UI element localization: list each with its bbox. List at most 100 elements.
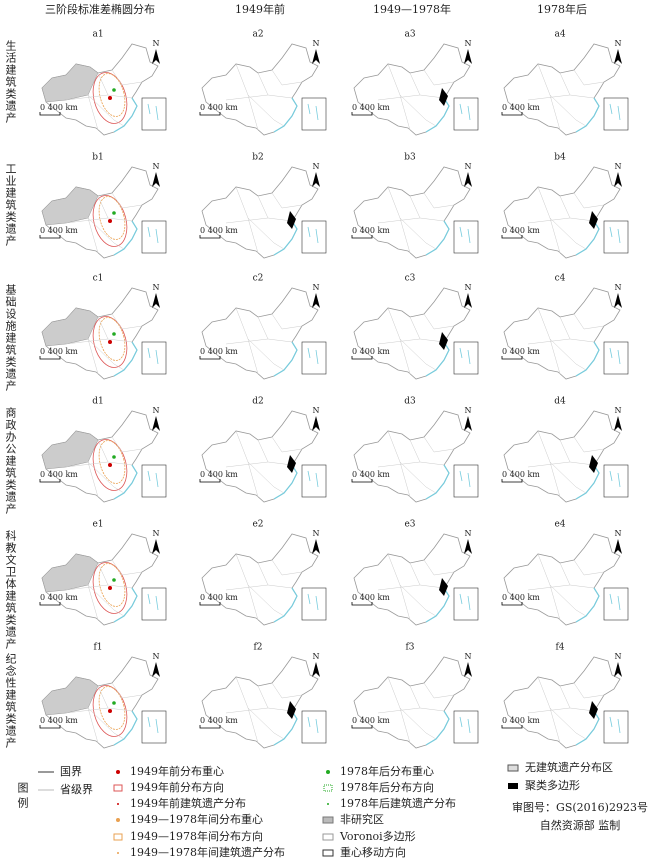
coast	[425, 220, 450, 256]
coast	[575, 710, 600, 746]
province-border	[549, 461, 587, 494]
scale-bar	[351, 235, 373, 239]
province-border	[111, 313, 143, 330]
province-border	[549, 217, 587, 250]
legend-symbol	[323, 784, 333, 792]
map: N 0 400 km	[501, 39, 629, 136]
map-panel: f4 N 0 400 km	[501, 643, 629, 749]
legend-label: 1949年前分布重心	[130, 764, 224, 778]
legend-label: 1949年前建筑遗产分布	[130, 796, 246, 810]
north-label: N	[465, 652, 472, 661]
country-outline	[201, 43, 319, 136]
panel-label: a2	[252, 30, 263, 40]
inset-islands	[609, 103, 621, 121]
province-border	[423, 69, 455, 86]
coast	[273, 341, 298, 377]
scale-label: 0 400 km	[352, 716, 390, 725]
non-study-area	[41, 186, 99, 226]
scale-bar	[39, 356, 61, 360]
inset	[603, 341, 629, 375]
cluster-polygon	[287, 455, 296, 473]
legend-label: 聚类多边形	[525, 778, 580, 792]
province-border	[87, 94, 125, 127]
north-arrow	[312, 172, 320, 187]
country-outline	[353, 656, 471, 749]
centroid	[108, 96, 112, 100]
north-arrow	[152, 416, 160, 431]
province-border	[271, 682, 303, 699]
centroid	[112, 211, 116, 215]
scale-label: 0 400 km	[40, 103, 78, 112]
panel-label: a3	[404, 30, 415, 40]
cluster-polygon	[589, 701, 598, 719]
scale-label: 0 400 km	[352, 347, 390, 356]
scale-label: 0 400 km	[352, 593, 390, 602]
country-outline	[353, 287, 471, 380]
scale-label: 0 400 km	[40, 593, 78, 602]
north-arrow	[614, 293, 622, 308]
coast	[425, 97, 450, 133]
map-panel: a4 N 0 400 km	[501, 30, 629, 136]
country-outline	[201, 656, 319, 749]
panel-label: d2	[252, 397, 264, 407]
panel-label: f3	[405, 643, 414, 653]
map: N 0 400 km	[199, 529, 327, 626]
province-border	[399, 217, 437, 250]
province-border	[111, 192, 143, 209]
province-border	[527, 584, 571, 591]
north-label: N	[615, 39, 622, 48]
map: N 0 400 km	[199, 39, 327, 136]
row-label: 基础设施建筑类遗产	[4, 284, 17, 392]
scale-bar	[39, 235, 61, 239]
inset	[301, 464, 327, 498]
province-border	[65, 338, 109, 345]
map: N 0 400 km	[39, 406, 167, 503]
north-label: N	[313, 529, 320, 538]
north-arrow	[152, 662, 160, 677]
north-arrow	[152, 293, 160, 308]
scale-bar	[39, 479, 61, 483]
ellipse	[98, 563, 126, 607]
north-arrow	[312, 416, 320, 431]
column-header: 1949年前	[235, 2, 285, 16]
scale-bar	[199, 356, 221, 360]
legend-label: 非研究区	[340, 812, 384, 826]
province-border	[271, 192, 303, 209]
coast	[425, 464, 450, 500]
scale-label: 0 400 km	[40, 347, 78, 356]
province-border	[225, 461, 269, 468]
inset-islands	[307, 347, 319, 365]
north-arrow	[152, 49, 160, 64]
inset	[453, 710, 479, 744]
province-border	[271, 69, 303, 86]
map: N 0 400 km	[501, 529, 629, 626]
legend-symbol	[113, 833, 123, 841]
province-border	[111, 69, 143, 86]
province-border	[225, 94, 269, 101]
province-border	[247, 217, 285, 250]
province-border	[549, 584, 587, 617]
province-border	[399, 707, 437, 740]
coast	[113, 97, 138, 133]
country-outline	[201, 166, 319, 259]
country-outline	[353, 166, 471, 259]
country-outline	[503, 410, 621, 503]
map-authority: 自然资源部 监制	[540, 818, 621, 832]
inset	[603, 587, 629, 621]
inset-islands	[147, 226, 159, 244]
scale-bar	[199, 235, 221, 239]
panel-label: a4	[554, 30, 565, 40]
cluster-polygon	[439, 578, 448, 596]
column-header: 1949—1978年	[373, 2, 451, 16]
scale-bar	[501, 479, 523, 483]
north-label: N	[313, 283, 320, 292]
inset	[453, 97, 479, 131]
scale-bar	[351, 725, 373, 729]
map-panel: d4 N 0 400 km	[501, 397, 629, 503]
scale-bar	[351, 479, 373, 483]
map: N 0 400 km	[39, 283, 167, 380]
legend-label: 1949—1978年间分布方向	[130, 829, 263, 843]
inset	[301, 341, 327, 375]
scale-label: 0 400 km	[502, 103, 540, 112]
inset-islands	[459, 593, 471, 611]
